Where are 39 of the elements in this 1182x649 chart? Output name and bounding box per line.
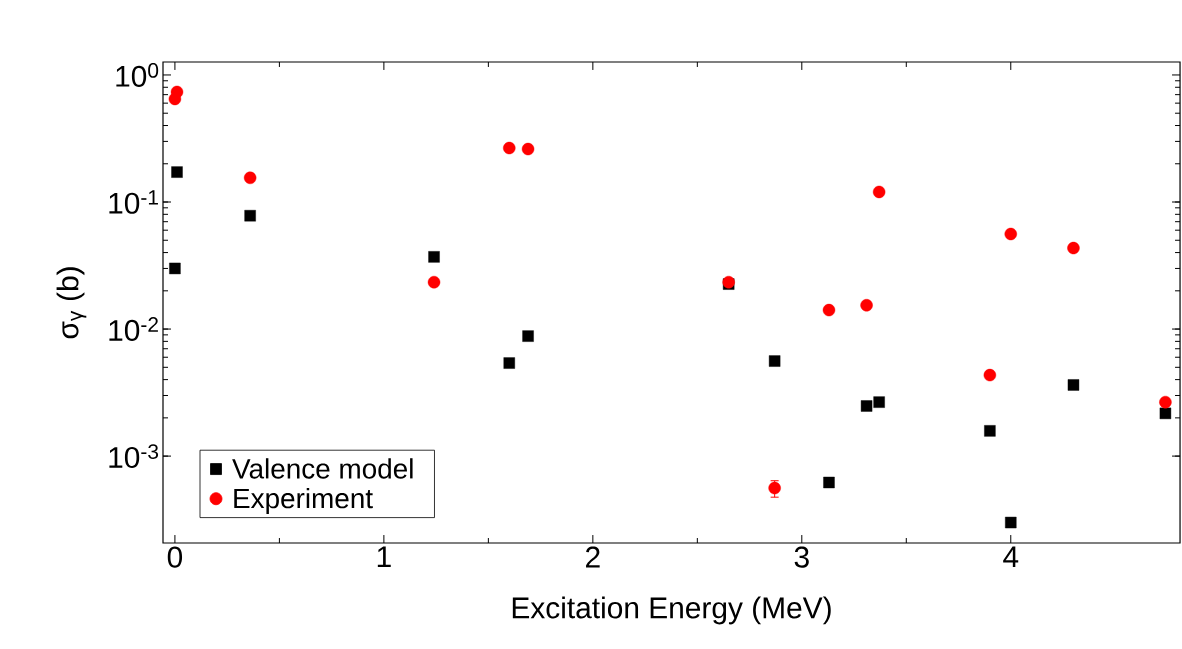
point xyxy=(428,251,440,263)
x-tick-label: 2 xyxy=(586,546,600,568)
point xyxy=(521,142,535,156)
x-tick-label: 1 xyxy=(377,546,391,568)
point xyxy=(1005,516,1017,529)
point xyxy=(860,400,873,412)
point xyxy=(522,330,534,342)
point xyxy=(503,357,515,369)
point xyxy=(244,210,256,222)
point xyxy=(170,85,184,99)
point xyxy=(873,396,885,408)
point xyxy=(243,171,257,185)
y-axis-title: σ$_{γ}$ (b) xyxy=(56,267,87,339)
point xyxy=(984,425,996,437)
point xyxy=(427,275,441,289)
point xyxy=(503,141,516,155)
point xyxy=(983,368,997,382)
point xyxy=(872,185,886,199)
point xyxy=(822,303,836,317)
point xyxy=(169,262,181,275)
point xyxy=(1159,407,1172,420)
x-axis-title: Excitation Energy (MeV) xyxy=(512,596,831,625)
point xyxy=(860,299,873,312)
point xyxy=(1159,395,1172,409)
point xyxy=(171,166,183,178)
y-tick-label: 10$^{0}$ xyxy=(116,63,159,87)
point xyxy=(1067,379,1080,391)
y-tick-label: 10$^{-1}$ xyxy=(109,190,158,214)
y-tick-label: 10$^{-2}$ xyxy=(109,317,158,342)
x-tick-label: 0 xyxy=(167,546,183,568)
x-tick-label: 4 xyxy=(1003,546,1019,568)
legend-label: Valence model xyxy=(232,458,413,479)
y-tick-label: 10$^{-3}$ xyxy=(109,444,159,469)
point xyxy=(768,355,781,367)
point xyxy=(1067,241,1080,255)
legend-label: Experiment xyxy=(234,487,373,514)
point xyxy=(1004,227,1017,241)
x-tick-label: 3 xyxy=(794,546,809,568)
point xyxy=(823,476,835,489)
